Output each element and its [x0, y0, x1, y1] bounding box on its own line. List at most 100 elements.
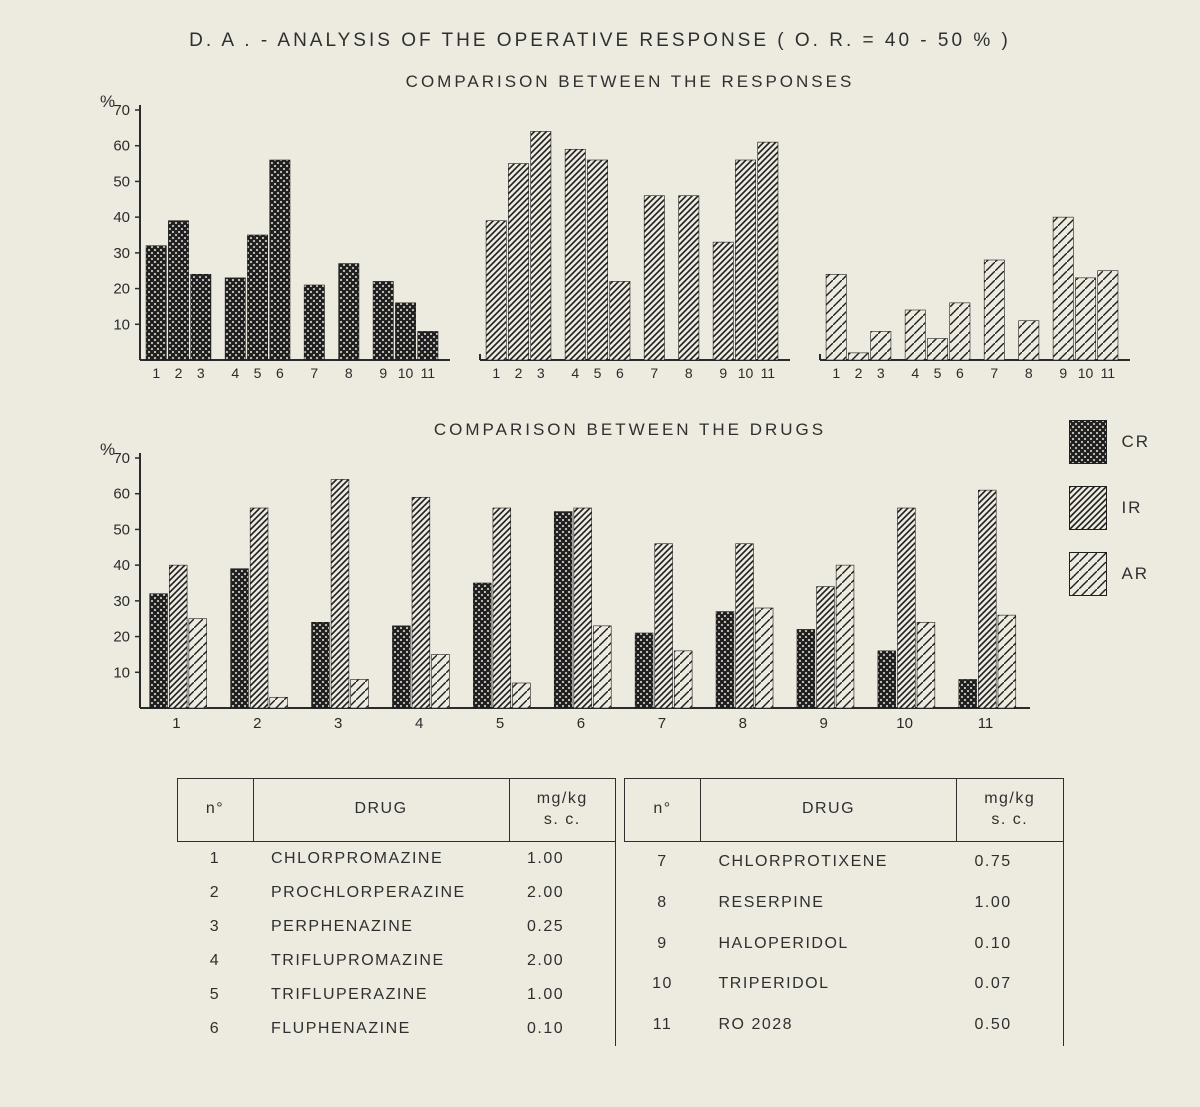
chart2-subtitle: COMPARISON BETWEEN THE DRUGS: [110, 420, 1150, 440]
svg-text:10: 10: [398, 365, 414, 381]
chart1-subtitle: COMPARISON BETWEEN THE RESPONSES: [110, 72, 1150, 92]
svg-text:7: 7: [990, 365, 998, 381]
svg-text:30: 30: [113, 593, 130, 610]
cell-dose: 1.00: [509, 841, 616, 876]
svg-text:2: 2: [515, 365, 523, 381]
cell-num: 10: [625, 964, 701, 1005]
cell-dose: 1.00: [509, 978, 616, 1012]
svg-text:4: 4: [571, 365, 579, 381]
svg-text:50: 50: [113, 173, 130, 190]
svg-text:6: 6: [616, 365, 624, 381]
legend-swatch: [1069, 420, 1107, 464]
svg-text:5: 5: [254, 365, 262, 381]
chart1-yaxis-label: %: [100, 92, 116, 112]
svg-text:3: 3: [877, 365, 885, 381]
svg-text:9: 9: [1059, 365, 1067, 381]
svg-text:7: 7: [658, 715, 666, 732]
cell-drug: RESERPINE: [701, 882, 957, 923]
svg-text:5: 5: [594, 365, 602, 381]
svg-text:20: 20: [113, 629, 130, 646]
legend-swatch: [1069, 552, 1107, 596]
svg-text:60: 60: [113, 138, 130, 155]
svg-text:6: 6: [956, 365, 964, 381]
legend-label: CR: [1121, 432, 1150, 452]
svg-text:8: 8: [345, 365, 353, 381]
svg-text:8: 8: [685, 365, 693, 381]
cell-num: 6: [177, 1012, 253, 1046]
svg-text:10: 10: [738, 365, 754, 381]
cell-drug: TRIFLUPROMAZINE: [253, 944, 509, 978]
svg-text:7: 7: [650, 365, 658, 381]
chart2-svg: 102030405060701234567891011: [50, 448, 1050, 748]
cell-drug: CHLORPROMAZINE: [253, 841, 509, 876]
table-row: 1 CHLORPROMAZINE 1.00: [177, 841, 616, 876]
cell-drug: FLUPHENAZINE: [253, 1012, 509, 1046]
svg-text:11: 11: [761, 365, 776, 381]
cell-drug: TRIPERIDOL: [701, 964, 957, 1005]
legend-label: AR: [1121, 564, 1149, 584]
svg-text:30: 30: [113, 245, 130, 262]
legend-swatch: [1069, 486, 1107, 530]
cell-num: 8: [625, 882, 701, 923]
table-row: 2 PROCHLORPERAZINE 2.00: [177, 876, 616, 910]
table-row: 9 HALOPERIDOL 0.10: [625, 923, 1064, 964]
table-row: 4 TRIFLUPROMAZINE 2.00: [177, 944, 616, 978]
svg-text:50: 50: [113, 521, 130, 538]
cell-drug: PROCHLORPERAZINE: [253, 876, 509, 910]
chart1-container: % 10203040506070123456789101112345678910…: [50, 100, 1150, 410]
table-row: 5 TRIFLUPERAZINE 1.00: [177, 978, 616, 1012]
legend-item-ar: AR: [1069, 552, 1150, 596]
svg-text:4: 4: [415, 715, 423, 732]
main-title: D. A . - ANALYSIS OF THE OPERATIVE RESPO…: [50, 30, 1150, 52]
cell-dose: 2.00: [509, 944, 616, 978]
cell-dose: 0.50: [957, 1005, 1064, 1046]
svg-text:11: 11: [421, 365, 436, 381]
svg-text:1: 1: [492, 365, 500, 381]
cell-num: 1: [177, 841, 253, 876]
svg-text:4: 4: [911, 365, 919, 381]
cell-num: 4: [177, 944, 253, 978]
th-num: n°: [625, 779, 701, 842]
svg-text:10: 10: [113, 316, 130, 333]
cell-drug: PERPHENAZINE: [253, 910, 509, 944]
svg-text:3: 3: [334, 715, 342, 732]
cell-drug: CHLORPROTIXENE: [701, 841, 957, 882]
legend-label: IR: [1121, 498, 1142, 518]
th-drug: DRUG: [253, 779, 509, 842]
chart2-yaxis-label: %: [100, 440, 116, 460]
table-row: 7 CHLORPROTIXENE 0.75: [625, 841, 1064, 882]
svg-text:11: 11: [978, 715, 994, 732]
drug-table-left: n° DRUG mg/kgs. c. 1 CHLORPROMAZINE 1.00…: [177, 778, 617, 1046]
cell-num: 11: [625, 1005, 701, 1046]
svg-text:6: 6: [577, 715, 585, 732]
cell-num: 5: [177, 978, 253, 1012]
svg-text:9: 9: [719, 365, 727, 381]
svg-text:9: 9: [379, 365, 387, 381]
svg-text:40: 40: [113, 557, 130, 574]
th-num: n°: [177, 779, 253, 842]
table-row: 3 PERPHENAZINE 0.25: [177, 910, 616, 944]
th-drug: DRUG: [701, 779, 957, 842]
cell-num: 7: [625, 841, 701, 882]
cell-dose: 0.10: [509, 1012, 616, 1046]
cell-num: 3: [177, 910, 253, 944]
svg-text:2: 2: [253, 715, 261, 732]
th-dose: mg/kgs. c.: [957, 779, 1064, 842]
svg-text:40: 40: [113, 209, 130, 226]
chart1-svg: 1020304050607012345678910111234567891011…: [50, 100, 1150, 400]
cell-drug: RO 2028: [701, 1005, 957, 1046]
cell-dose: 0.75: [957, 841, 1064, 882]
svg-text:1: 1: [832, 365, 840, 381]
drug-tables: n° DRUG mg/kgs. c. 1 CHLORPROMAZINE 1.00…: [90, 778, 1150, 1046]
svg-text:1: 1: [172, 715, 180, 732]
legend-item-ir: IR: [1069, 486, 1150, 530]
cell-dose: 2.00: [509, 876, 616, 910]
cell-drug: TRIFLUPERAZINE: [253, 978, 509, 1012]
legend: CR IR AR: [1069, 420, 1150, 618]
table-row: 11 RO 2028 0.50: [625, 1005, 1064, 1046]
svg-text:10: 10: [896, 715, 913, 732]
cell-dose: 1.00: [957, 882, 1064, 923]
svg-text:60: 60: [113, 486, 130, 503]
svg-text:9: 9: [820, 715, 828, 732]
cell-dose: 0.07: [957, 964, 1064, 1005]
